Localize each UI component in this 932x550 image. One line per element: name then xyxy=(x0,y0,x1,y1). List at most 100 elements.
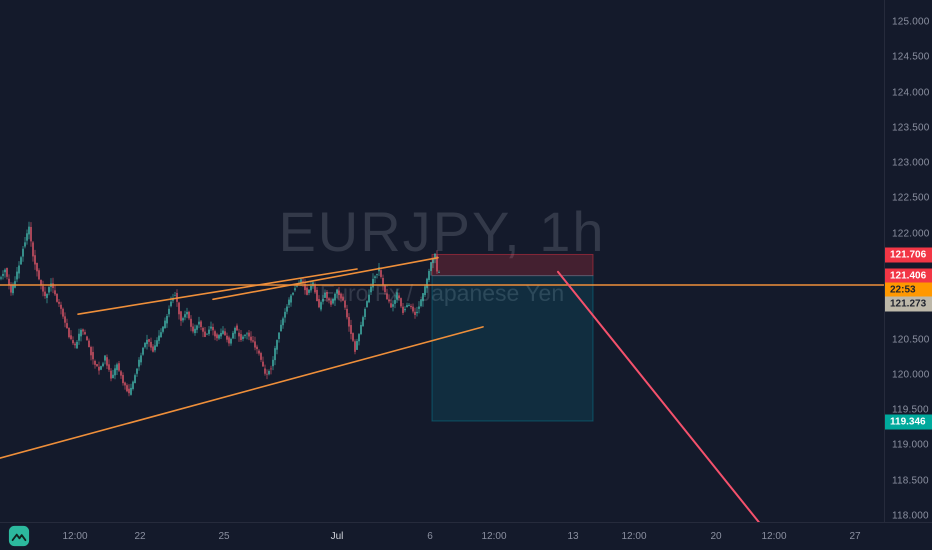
price-tick: 122.500 xyxy=(892,192,930,204)
time-axis[interactable]: 12:00 22 25 Jul 6 12:00 13 12:00 20 12:00 27 xyxy=(0,522,932,550)
candle-body xyxy=(110,370,112,379)
candle-body xyxy=(152,346,154,352)
candle-body xyxy=(304,283,306,291)
candle-body xyxy=(418,306,420,309)
candle-body xyxy=(250,336,252,341)
candle-body xyxy=(414,311,416,315)
candle-body xyxy=(242,336,244,339)
candle-body xyxy=(228,337,230,344)
candle-body xyxy=(20,257,22,265)
candle-body xyxy=(196,325,198,330)
price-tick: 119.000 xyxy=(892,439,929,451)
price-tick: 118.000 xyxy=(892,510,929,522)
candle-body xyxy=(246,333,248,335)
candle-body xyxy=(434,253,436,260)
candle-body xyxy=(48,287,50,293)
candle-body xyxy=(274,348,276,361)
candle-body xyxy=(426,278,428,289)
candle-body xyxy=(296,285,298,287)
projection-line[interactable] xyxy=(557,270,763,522)
candle-body xyxy=(398,295,400,299)
candle-body xyxy=(254,341,256,348)
time-tick: 22 xyxy=(134,531,146,542)
candle-body xyxy=(252,340,254,342)
candle-body xyxy=(182,318,184,321)
candle-body xyxy=(114,368,116,376)
chart-logo[interactable] xyxy=(8,525,30,547)
candle-body xyxy=(160,332,162,338)
candle-body xyxy=(216,334,218,339)
time-tick: 12:00 xyxy=(761,531,787,542)
candle-body xyxy=(260,353,262,360)
candle-body xyxy=(28,226,30,235)
candle-body xyxy=(236,325,238,331)
candle-body xyxy=(278,332,280,339)
candle-body xyxy=(206,333,208,335)
candle-body xyxy=(76,341,78,349)
candle-body xyxy=(96,364,98,367)
candle-body xyxy=(280,324,282,332)
candle-body xyxy=(300,279,302,283)
position-target-box[interactable] xyxy=(431,275,594,422)
candle-body xyxy=(92,352,94,360)
position-stop-box[interactable] xyxy=(431,253,594,277)
candle-body xyxy=(26,233,28,241)
candle-body xyxy=(72,340,74,344)
candle-body xyxy=(54,290,56,295)
candle-body xyxy=(344,300,346,308)
chart-plot-area[interactable] xyxy=(0,0,884,522)
candle-body xyxy=(438,272,440,274)
candle-body xyxy=(102,363,104,367)
candle-body xyxy=(248,332,250,337)
target-price-label: 119.346 xyxy=(885,414,932,430)
stop-price-label: 121.706 xyxy=(885,247,932,263)
candle-body xyxy=(306,287,308,295)
candle-body xyxy=(364,308,366,317)
candle-body xyxy=(370,286,372,293)
candle-body xyxy=(356,341,358,350)
price-axis[interactable]: 125.000 124.500 124.000 123.500 123.000 122.5… xyxy=(884,0,932,522)
candle-body xyxy=(404,309,406,311)
candle-body xyxy=(282,318,284,326)
candle-body xyxy=(292,292,294,295)
candle-body xyxy=(346,308,348,318)
candle-body xyxy=(230,338,232,344)
candle-body xyxy=(270,368,272,370)
candle-body xyxy=(40,279,42,285)
candle-body xyxy=(320,302,322,310)
candle-body xyxy=(178,302,180,315)
candle-body xyxy=(380,270,382,277)
candle-body xyxy=(58,301,60,304)
candle-body xyxy=(192,326,194,332)
candle-body xyxy=(374,276,376,278)
candle-body xyxy=(266,373,268,375)
candle-body xyxy=(0,277,2,279)
candle-body xyxy=(122,374,124,384)
candle-body xyxy=(190,318,192,327)
candle-body xyxy=(126,385,128,392)
lower-trendline[interactable] xyxy=(0,326,484,459)
candle-body xyxy=(112,374,114,379)
candle-body xyxy=(158,335,160,341)
candle-body xyxy=(406,305,408,308)
upper-trendline-2[interactable] xyxy=(212,256,439,301)
time-tick: Jul xyxy=(330,531,344,542)
candle-body xyxy=(154,345,156,351)
candle-body xyxy=(132,381,134,389)
candle-body xyxy=(106,357,108,366)
candle-body xyxy=(222,330,224,334)
candle-body xyxy=(218,335,220,339)
candle-body xyxy=(310,286,312,291)
upper-trendline-1[interactable] xyxy=(77,268,358,315)
candle-body xyxy=(392,304,394,307)
candle-body xyxy=(276,340,278,350)
candle-body xyxy=(422,293,424,302)
candle-body xyxy=(272,359,274,367)
candle-body xyxy=(400,298,402,307)
candle-body xyxy=(394,300,396,304)
candle-body xyxy=(68,327,70,338)
candle-body xyxy=(212,327,214,331)
candle-body xyxy=(342,296,344,301)
candle-body xyxy=(324,293,326,298)
candle-body xyxy=(358,334,360,342)
